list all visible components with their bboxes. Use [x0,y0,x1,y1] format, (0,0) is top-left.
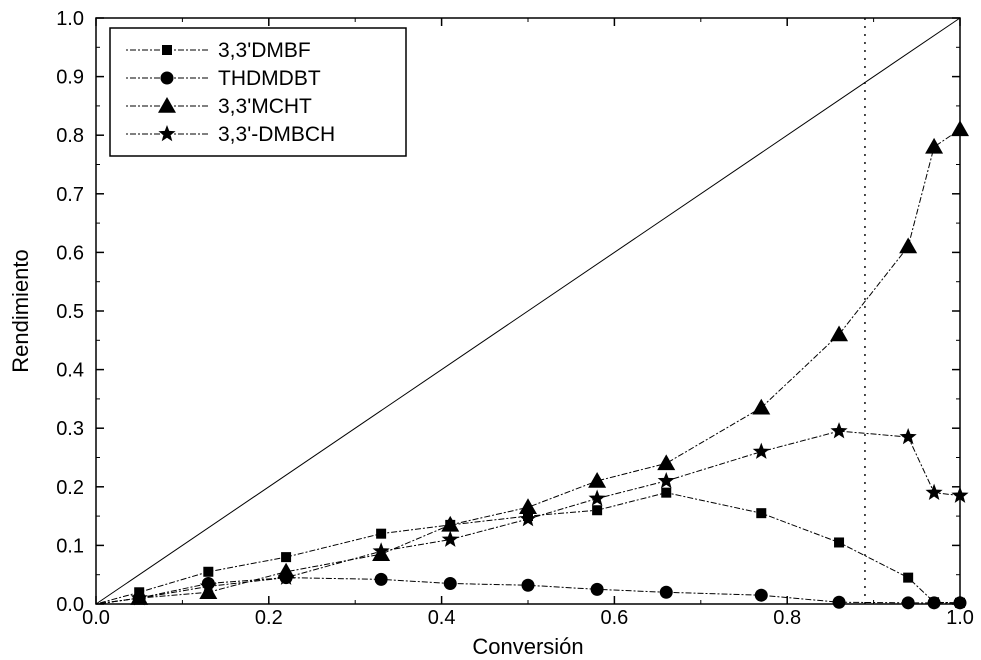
y-tick-label: 0.3 [56,418,84,440]
y-tick-label: 0.4 [56,360,84,382]
data-point [277,568,295,585]
data-point [588,489,606,506]
data-point [519,498,537,515]
data-point [903,572,914,583]
data-point [521,578,535,592]
data-point [281,552,292,563]
data-point [927,596,941,610]
data-point [830,325,849,342]
series-line-3 [95,128,961,605]
data-point [441,515,460,532]
y-axis-title: Rendimiento [8,249,33,373]
data-point [901,596,915,610]
data-point [925,483,943,500]
data-point [199,583,218,600]
x-tick-label: 0.8 [773,607,801,629]
data-point [441,530,459,547]
data-point [376,528,387,539]
legend-box [109,27,407,157]
data-point [832,595,846,609]
data-point [588,471,607,488]
x-tick-label: 1.0 [946,607,974,629]
data-point [661,487,672,498]
data-point [203,566,214,577]
data-point [899,237,918,254]
series-line-2 [95,577,960,605]
legend-label: 3,3'MCHT [218,95,312,118]
legend-label: 3,3'-DMBCH [218,123,335,146]
y-tick-label: 0.2 [56,477,84,499]
legend-label: 3,3'DMBF [218,39,311,62]
data-point [130,589,148,606]
legend: 3,3'DMBF THDMDBT 3,3'MCHT 3,3'-DMBCH [109,27,407,157]
data-point [756,508,767,519]
plot-area [95,17,969,610]
y-tick-label: 0.6 [56,242,84,264]
y-tick-label: 1.0 [56,8,84,30]
legend-marker-star [158,125,176,142]
y-tick-label: 0.8 [56,125,84,147]
diagonal-reference-line [95,17,961,605]
x-tick-label: 0.6 [600,607,628,629]
data-point [657,471,675,489]
data-point [830,422,848,439]
series-line-1 [95,492,961,605]
data-point [372,542,390,559]
legend-label: THDMDBT [218,67,321,90]
y-tick-label: 0.9 [56,67,84,89]
data-point [752,442,770,459]
y-tick-label: 0.1 [56,535,84,557]
data-point [834,537,845,548]
y-tick-label: 0.0 [56,594,84,616]
data-point [443,576,457,590]
data-point [899,427,917,445]
data-point [752,398,771,415]
y-tick-label: 0.5 [56,301,84,323]
axes: 0.0 0.2 0.4 0.6 0.8 1.0 0.0 0.1 0.2 0.3 0.4 0.5 0.6 0… [56,8,974,629]
data-point [659,585,673,599]
legend-marker-square [162,45,172,55]
series-line-4 [95,430,961,605]
x-tick-label: 0.0 [82,607,110,629]
data-point [199,577,217,594]
data-point [925,137,944,154]
data-point [592,505,603,516]
x-tick-label: 0.4 [428,607,456,629]
legend-marker-triangle [158,97,176,113]
data-point [519,510,537,527]
legend-marker-circle [160,71,174,85]
y-tick-label: 0.7 [56,184,84,206]
x-axis-title: Conversión [472,634,583,659]
x-tick-label: 0.2 [255,607,283,629]
data-point [657,454,676,471]
data-point [590,582,604,596]
data-point [374,572,388,586]
data-point [754,588,768,602]
